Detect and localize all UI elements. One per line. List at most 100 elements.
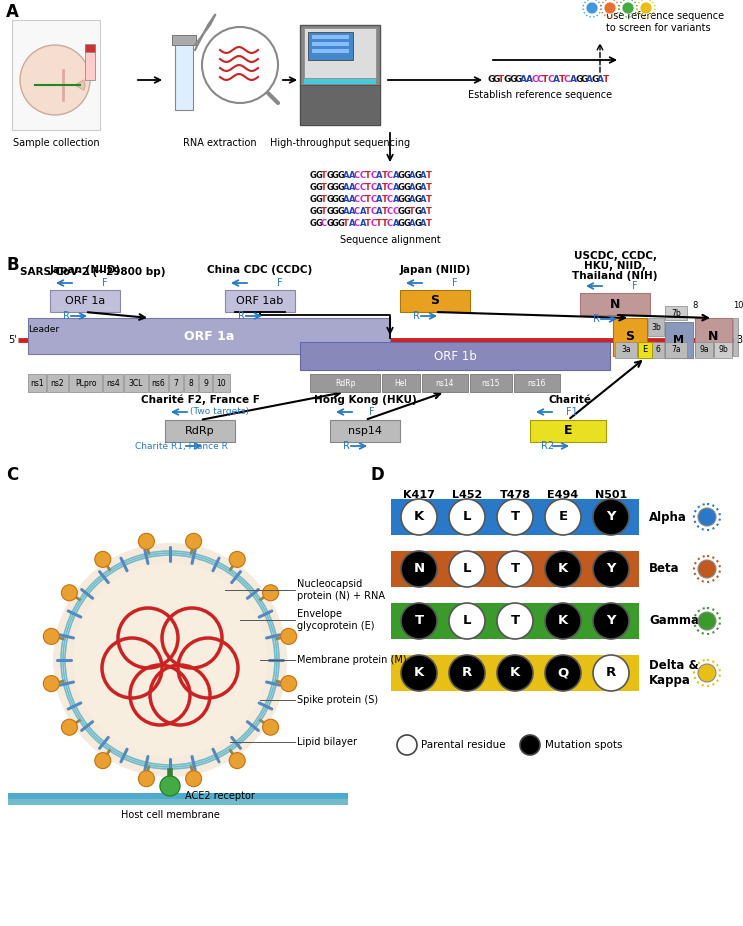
Text: Charité: Charité (548, 395, 591, 405)
Circle shape (20, 45, 90, 115)
Text: G: G (332, 170, 339, 180)
Text: ORF 1b: ORF 1b (434, 349, 476, 362)
Text: A: A (360, 219, 366, 228)
Bar (422, 374, 468, 392)
Text: T: T (365, 182, 371, 192)
Text: Use reference sequence
to screen for variants: Use reference sequence to screen for var… (606, 11, 724, 32)
Circle shape (449, 499, 485, 535)
Text: C: C (354, 182, 360, 192)
Text: A: A (348, 206, 355, 216)
Bar (50, 290, 120, 312)
Text: R: R (62, 311, 69, 321)
Bar (648, 318, 664, 336)
Text: Q: Q (557, 667, 568, 680)
Bar (300, 342, 610, 370)
Text: C: C (387, 194, 393, 204)
Circle shape (640, 2, 652, 14)
Text: Host cell membrane: Host cell membrane (120, 810, 219, 820)
Circle shape (138, 533, 155, 549)
Bar (638, 342, 652, 358)
Bar (165, 420, 235, 442)
Text: E: E (564, 424, 572, 437)
Text: C: C (321, 219, 327, 228)
Text: G: G (403, 206, 410, 216)
Text: T: T (426, 194, 432, 204)
Text: C: C (387, 182, 393, 192)
Circle shape (186, 533, 201, 549)
Bar (8, 793, 348, 805)
Text: S: S (430, 294, 440, 307)
Text: Nucleocapsid
protein (N) + RNA: Nucleocapsid protein (N) + RNA (297, 579, 385, 601)
Text: G: G (326, 182, 334, 192)
Text: C: C (360, 170, 366, 180)
Text: T: T (381, 182, 387, 192)
Text: ns15: ns15 (481, 379, 500, 387)
Bar (304, 28, 376, 78)
Text: G: G (332, 182, 339, 192)
Text: N: N (610, 297, 620, 310)
Text: G: G (509, 76, 516, 84)
Bar (714, 342, 732, 358)
Text: Charité R1, France R: Charité R1, France R (134, 442, 227, 451)
Text: A: A (343, 170, 349, 180)
Circle shape (622, 2, 634, 14)
Text: C: C (354, 219, 360, 228)
Text: F: F (103, 278, 108, 288)
Text: RdRp: RdRp (185, 426, 215, 436)
Text: PLpro: PLpro (75, 379, 97, 387)
Text: 3CL: 3CL (129, 379, 143, 387)
Text: A: A (525, 76, 533, 84)
Text: A: A (420, 206, 426, 216)
Bar (695, 342, 713, 358)
Text: G: G (487, 76, 494, 84)
Text: T: T (510, 562, 519, 575)
Text: 6: 6 (655, 345, 661, 355)
Text: G: G (504, 76, 511, 84)
Text: E: E (643, 345, 648, 355)
Text: Spike protein (S): Spike protein (S) (297, 695, 378, 705)
Circle shape (604, 2, 616, 14)
Bar (47, 374, 68, 392)
Circle shape (43, 629, 59, 644)
Text: High-throughput sequencing: High-throughput sequencing (270, 138, 410, 148)
Text: USCDC, CCDC,: USCDC, CCDC, (574, 251, 657, 261)
Bar (304, 79, 376, 84)
Text: R: R (593, 314, 600, 324)
Text: T: T (510, 510, 519, 523)
Circle shape (53, 543, 287, 777)
Text: T478: T478 (499, 490, 531, 500)
Text: T: T (426, 206, 432, 216)
Circle shape (401, 551, 437, 587)
Bar (615, 342, 637, 358)
Bar (580, 293, 650, 315)
Bar (124, 374, 148, 392)
Text: G: G (337, 182, 344, 192)
Text: A: A (348, 219, 355, 228)
Circle shape (281, 629, 296, 644)
Circle shape (95, 551, 111, 568)
Text: ORF 1a: ORF 1a (65, 296, 105, 306)
Bar (28, 318, 390, 354)
Bar (12, 20, 100, 130)
Text: D: D (370, 466, 383, 484)
Bar (665, 342, 687, 358)
Text: F: F (632, 281, 637, 291)
Text: A: A (343, 194, 349, 204)
Text: ns1: ns1 (30, 379, 44, 387)
Circle shape (138, 770, 155, 787)
Text: R: R (343, 441, 349, 451)
Text: L452: L452 (452, 490, 482, 500)
Bar (103, 374, 123, 392)
Bar (175, 40, 193, 110)
Text: A: A (343, 182, 349, 192)
Text: 9a: 9a (699, 345, 709, 355)
Text: C: C (387, 206, 393, 216)
Circle shape (62, 720, 77, 735)
Bar (300, 25, 380, 125)
Text: Establish reference sequence: Establish reference sequence (468, 90, 612, 100)
Text: 8: 8 (189, 379, 193, 387)
Text: G: G (403, 182, 410, 192)
Text: F1: F1 (566, 407, 578, 417)
Bar (69, 374, 102, 392)
Text: G: G (514, 76, 522, 84)
